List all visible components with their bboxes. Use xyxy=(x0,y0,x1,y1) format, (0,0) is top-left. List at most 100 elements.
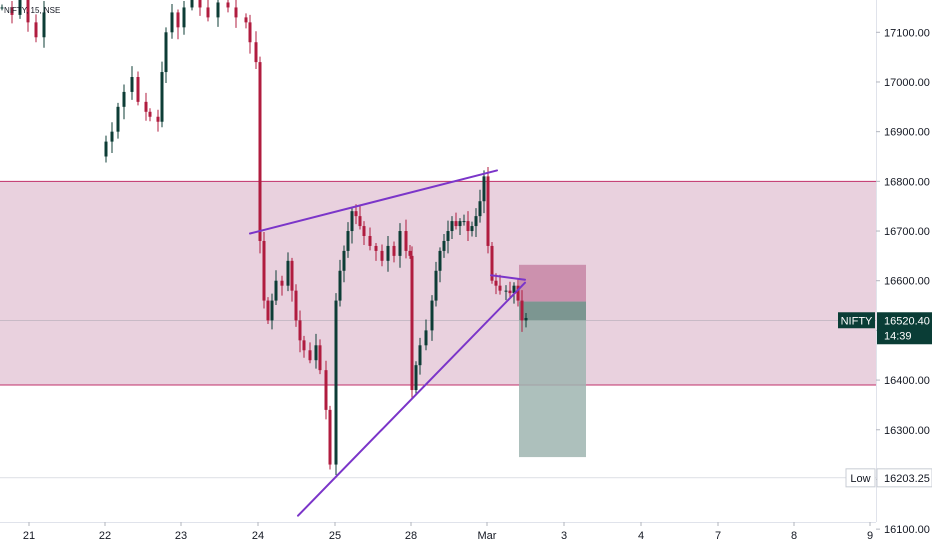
candle-body xyxy=(266,300,270,321)
stop-loss-box[interactable] xyxy=(519,264,586,302)
candle-body xyxy=(206,7,210,18)
candle-body xyxy=(410,255,414,391)
candle-body xyxy=(226,2,230,8)
candle-body xyxy=(182,7,186,28)
lower-wedge-line[interactable] xyxy=(297,281,526,517)
candle-body xyxy=(368,235,372,246)
time-tick-label: 21 xyxy=(23,530,35,542)
candle-body xyxy=(486,176,490,246)
symbol-badge xyxy=(838,312,875,329)
candle-body xyxy=(190,0,194,8)
candle-body xyxy=(458,221,462,227)
candle-body xyxy=(408,250,412,256)
candle-body xyxy=(270,300,274,321)
time-tick-label: 23 xyxy=(175,530,187,542)
candle-body xyxy=(248,22,252,43)
candle-body xyxy=(314,345,318,361)
candle-body xyxy=(170,12,174,33)
candle-body xyxy=(18,0,22,15)
candle-body xyxy=(254,42,258,63)
candle-body xyxy=(308,350,312,361)
candle-body xyxy=(0,7,4,9)
candle-body xyxy=(450,221,454,232)
candle-body xyxy=(290,260,294,291)
time-tick-label: 9 xyxy=(867,530,873,542)
upper-wedge-line[interactable] xyxy=(249,169,498,235)
candle-body xyxy=(302,340,306,351)
time-tick-label: 3 xyxy=(561,530,567,542)
candle-body xyxy=(512,285,516,294)
low-badge-label: Low xyxy=(850,473,870,485)
candle-body xyxy=(334,300,338,465)
price-tick-label: 16700.00 xyxy=(884,226,930,238)
candle-body xyxy=(342,250,346,271)
take-profit-box[interactable] xyxy=(519,301,586,458)
time-tick-label: 24 xyxy=(252,530,264,542)
time-tick-label: 22 xyxy=(99,530,111,542)
candle-body xyxy=(34,22,38,38)
price-tick-label: 17100.00 xyxy=(884,27,930,39)
price-axis[interactable]: 17100.00 17000.00 16900.00 16800.00 16700.00… xyxy=(838,0,932,550)
candle-body xyxy=(454,221,458,227)
price-tick-label: 17000.00 xyxy=(884,77,930,89)
bar-countdown: 14:39 xyxy=(884,330,912,342)
candle-body xyxy=(418,345,422,366)
candle-body xyxy=(258,62,262,241)
price-tick-label: 16900.00 xyxy=(884,127,930,139)
symbol-badge-label: NIFTY xyxy=(841,315,873,327)
time-axis[interactable]: 21 22 23 24 25 28 Mar 3 4 7 8 9 xyxy=(0,522,876,550)
candle-body xyxy=(478,201,482,217)
candle-body xyxy=(116,106,120,132)
time-tick-label: 7 xyxy=(715,530,721,542)
candle-body xyxy=(362,226,366,236)
symbol-label: NIFTY, 15, NSE xyxy=(4,6,60,15)
price-tick-label: 16800.00 xyxy=(884,176,930,188)
candle-body xyxy=(318,345,322,371)
candle-body xyxy=(176,12,180,28)
candle-body xyxy=(498,285,502,291)
candle-body xyxy=(164,32,168,73)
time-tick-label: 28 xyxy=(405,530,417,542)
small-flag-line[interactable] xyxy=(490,274,526,281)
candle-body xyxy=(392,245,396,256)
candle-body xyxy=(346,231,350,251)
overlay-layer: NIFTY, 15, NSE xyxy=(4,6,526,517)
candle-body xyxy=(244,17,248,23)
candle-body xyxy=(466,221,470,232)
price-tick-label: 16400.00 xyxy=(884,375,930,387)
last-price-badge xyxy=(877,312,932,345)
low-value: 16203.25 xyxy=(884,473,930,485)
candle-body xyxy=(198,0,202,8)
candle-body xyxy=(262,240,266,301)
candle-body xyxy=(10,7,14,15)
supply-demand-zone xyxy=(0,181,876,386)
candle-body xyxy=(328,409,332,465)
candle-body xyxy=(156,116,160,122)
candle-body xyxy=(298,320,302,341)
candle-body xyxy=(508,290,512,294)
candle-body xyxy=(404,231,408,251)
candle-body xyxy=(474,216,478,227)
time-tick-label: 4 xyxy=(638,530,644,542)
candle-body xyxy=(462,221,466,223)
candles-group xyxy=(0,0,528,475)
price-tick-label: 16600.00 xyxy=(884,276,930,288)
candle-body xyxy=(294,290,298,321)
candle-body xyxy=(516,285,520,301)
time-tick-label: Mar xyxy=(478,530,497,542)
candle-body xyxy=(504,290,508,292)
candle-body xyxy=(380,250,384,261)
candle-body xyxy=(274,280,278,301)
candle-body xyxy=(438,250,442,271)
candle-body xyxy=(446,231,450,241)
candle-body xyxy=(424,330,428,346)
open-pnl-box xyxy=(519,301,586,321)
candle-body xyxy=(324,370,328,410)
candle-body xyxy=(470,226,474,232)
price-tick-label: 16100.00 xyxy=(884,524,930,536)
candle-body xyxy=(524,317,528,321)
candle-body xyxy=(430,300,434,331)
candle-body xyxy=(490,245,494,281)
plot-area[interactable] xyxy=(0,0,876,522)
